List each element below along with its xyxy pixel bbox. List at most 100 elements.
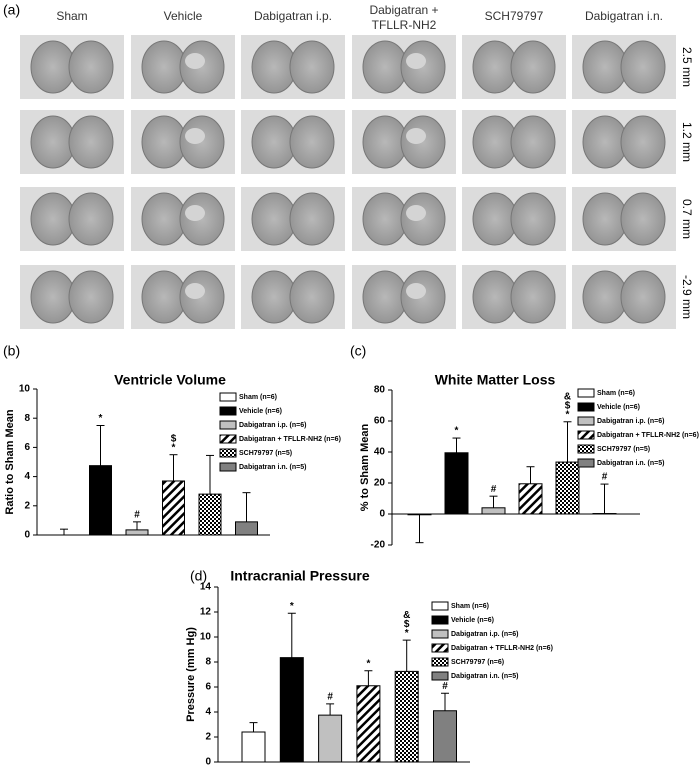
- bar: [235, 521, 258, 536]
- brain-hemisphere: [289, 192, 335, 246]
- bar: [518, 483, 543, 515]
- y-axis-label: % to Sham Mean: [359, 424, 371, 512]
- brain-hemisphere: [30, 270, 76, 324]
- brain-hemisphere: [582, 270, 628, 324]
- brain-hemisphere: [362, 270, 408, 324]
- brain-hemisphere: [620, 115, 666, 169]
- y-tick-label: 6: [24, 442, 30, 453]
- legend-swatch: [431, 643, 449, 653]
- significance-mark: $: [404, 619, 410, 630]
- brain-hemisphere: [141, 40, 187, 94]
- significance-mark: $: [171, 433, 177, 444]
- brain-hemisphere: [400, 270, 446, 324]
- legend-swatch: [219, 392, 237, 402]
- significance-mark: *: [99, 413, 103, 424]
- brain-hemisphere: [289, 40, 335, 94]
- legend-label: Vehicle (n=6): [239, 408, 282, 415]
- legend-swatch: [219, 462, 237, 472]
- legend-label: SCH79797 (n=6): [451, 659, 504, 666]
- brain-hemisphere: [251, 115, 297, 169]
- brain-hemisphere: [400, 115, 446, 169]
- brain-hemisphere: [582, 115, 628, 169]
- significance-mark: #: [134, 510, 140, 521]
- brain-hemisphere: [472, 192, 518, 246]
- y-tick-label: 0: [205, 757, 211, 768]
- brain-hemisphere: [68, 270, 114, 324]
- row-label: -2.9 mm: [680, 275, 694, 319]
- y-tick-label: 2: [24, 500, 30, 511]
- legend-swatch: [219, 448, 237, 458]
- chart-title: Ventricle Volume: [114, 372, 226, 388]
- brain-hemisphere: [179, 270, 225, 324]
- y-tick-label: 4: [205, 707, 211, 718]
- brain-hemisphere: [400, 40, 446, 94]
- y-tick-label: 12: [200, 607, 212, 618]
- bar: [198, 493, 222, 536]
- legend-label: Dabigatran + TFLLR-NH2 (n=6): [597, 432, 699, 439]
- brain-hemisphere: [362, 115, 408, 169]
- y-tick-label: 0: [24, 530, 30, 541]
- bar: [407, 513, 432, 516]
- chart-title: Intracranial Pressure: [230, 568, 370, 584]
- bar: [89, 465, 112, 536]
- bar: [125, 529, 149, 536]
- brain-hemisphere: [251, 40, 297, 94]
- panel-label: (b): [3, 343, 20, 359]
- lesion: [406, 53, 426, 69]
- y-tick-label: 14: [200, 582, 212, 593]
- lesion: [406, 283, 426, 299]
- brain-hemisphere: [620, 270, 666, 324]
- lesion: [406, 205, 426, 221]
- y-tick-label: 6: [205, 682, 211, 693]
- brain-hemisphere: [68, 115, 114, 169]
- y-tick-label: 4: [24, 471, 30, 482]
- panel-label: (d): [190, 568, 207, 584]
- lesion: [185, 53, 205, 69]
- brain-hemisphere: [251, 270, 297, 324]
- legend-label: Dabigatran + TFLLR-NH2 (n=6): [451, 645, 553, 652]
- legend-swatch: [431, 601, 449, 611]
- y-tick-label: 2: [205, 732, 211, 743]
- significance-mark: &: [564, 391, 571, 402]
- legend-label: Dabigatran i.n. (n=5): [451, 673, 518, 680]
- bar: [394, 670, 419, 763]
- legend-label: Vehicle (n=6): [451, 617, 494, 624]
- y-tick-label: 10: [200, 632, 212, 643]
- bar: [162, 480, 185, 536]
- row-label: 1.2 mm: [680, 122, 694, 162]
- bar: [318, 714, 343, 763]
- brain-hemisphere: [251, 192, 297, 246]
- panel-label: (a): [3, 2, 20, 18]
- legend-swatch: [577, 402, 595, 412]
- column-header: Dabigatran i.n.: [584, 9, 664, 23]
- significance-mark: *: [566, 409, 570, 420]
- legend-label: Dabigatran i.p. (n=6): [239, 422, 306, 429]
- significance-mark: *: [290, 601, 294, 612]
- bar: [555, 461, 580, 515]
- significance-mark: #: [491, 484, 497, 495]
- brain-hemisphere: [68, 192, 114, 246]
- brain-hemisphere: [472, 115, 518, 169]
- legend-label: Dabigatran i.n. (n=5): [597, 460, 664, 467]
- brain-hemisphere: [30, 40, 76, 94]
- brain-hemisphere: [179, 192, 225, 246]
- legend-swatch: [219, 434, 237, 444]
- brain-hemisphere: [179, 40, 225, 94]
- legend-label: SCH79797 (n=5): [597, 446, 650, 453]
- column-header: Dabigatran + TFLLR-NH2: [369, 3, 439, 32]
- y-tick-label: 20: [374, 478, 386, 489]
- significance-mark: #: [327, 692, 333, 703]
- lesion: [185, 283, 205, 299]
- brain-hemisphere: [141, 192, 187, 246]
- y-tick-label: 8: [205, 657, 211, 668]
- brain-hemisphere: [582, 40, 628, 94]
- brain-hemisphere: [141, 115, 187, 169]
- bar: [279, 657, 304, 763]
- legend-swatch: [431, 615, 449, 625]
- brain-hemisphere: [179, 115, 225, 169]
- legend-label: Dabigatran i.p. (n=6): [451, 631, 518, 638]
- brain-hemisphere: [510, 40, 556, 94]
- legend-swatch: [219, 406, 237, 416]
